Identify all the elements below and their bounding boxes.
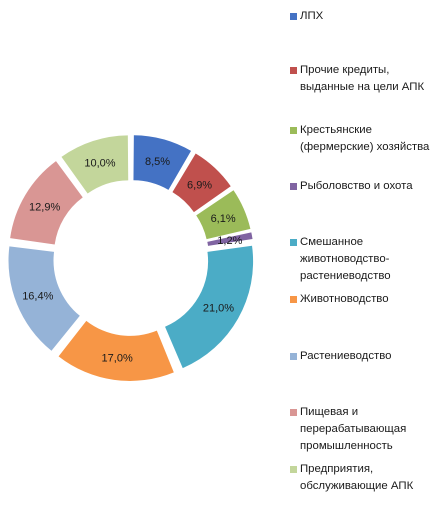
legend-label-4: Рыболовство и охота (300, 180, 413, 192)
legend-swatch-8 (290, 409, 297, 416)
slice-value-label-6: 17,0% (102, 353, 133, 365)
slice-value-label-3: 6,1% (211, 213, 236, 225)
legend-swatch-6 (290, 296, 297, 303)
donut-slice-8 (10, 161, 83, 245)
donut-slice-1 (133, 135, 192, 190)
donut-slice-3 (196, 190, 251, 240)
donut-slice-6 (58, 320, 174, 381)
legend-swatch-7 (290, 353, 297, 360)
legend-label-7: Растениеводство (300, 350, 392, 362)
legend-swatch-9 (290, 466, 297, 473)
legend-label-6: Животноводство (300, 293, 389, 305)
donut-slice-9 (61, 135, 129, 194)
legend-label-1: ЛПХ (300, 10, 324, 22)
legend-label-3: Крестьянские (фермерские) хозяйства (300, 124, 430, 153)
legend-label-5: Смешанное животноводство- растениеводств… (300, 236, 391, 282)
legend-swatch-2 (290, 67, 297, 74)
legend-swatch-1 (290, 13, 297, 20)
donut-slice-2 (172, 153, 231, 213)
donut-slice-5 (165, 245, 254, 369)
slice-value-label-1: 8,5% (145, 156, 170, 168)
slice-value-label-9: 10,0% (84, 157, 115, 169)
donut-slice-7 (8, 246, 80, 351)
slice-labels: 8,5% 6,9% 6,1% 1,2% 21,0% 17,0% 16,4% 12,9% 10,0… (22, 156, 242, 364)
slice-value-label-5: 21,0% (203, 303, 234, 315)
legend-label-2: Прочие кредиты, выданные на цели АПК (300, 64, 425, 93)
donut-chart: 8,5% 6,9% 6,1% 1,2% 21,0% 17,0% 16,4% 12,9% 10,0… (8, 135, 254, 381)
legend-swatch-4 (290, 183, 297, 190)
slice-value-label-2: 6,9% (187, 180, 212, 192)
legend-swatch-5 (290, 239, 297, 246)
slice-value-label-8: 12,9% (29, 202, 60, 214)
legend-label-9: Предприятия, обслуживающие АПК (300, 463, 414, 492)
slice-value-label-4: 1,2% (217, 235, 242, 247)
legend-swatch-3 (290, 127, 297, 134)
donut-slice-4 (207, 232, 253, 246)
slice-value-label-7: 16,4% (22, 291, 53, 303)
legend-label-8: Пищевая и перерабатывающая промышленност… (300, 406, 407, 452)
donut-slices (8, 135, 254, 381)
